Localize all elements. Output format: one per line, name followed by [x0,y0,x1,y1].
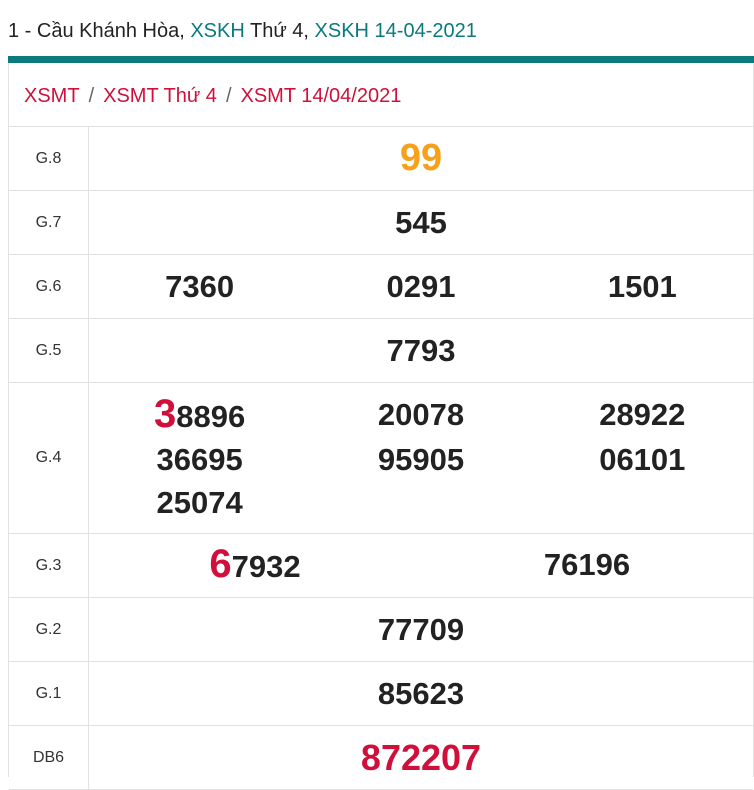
breadcrumb-xsmt-date[interactable]: XSMT 14/04/2021 [240,85,402,107]
prize-number: 25074 [156,484,243,520]
prize-number: 85623 [377,676,465,711]
prize-number: 77709 [377,612,465,647]
prize-number: 06101 [599,441,686,477]
prize-lead-digit: 6 [209,542,232,586]
prize-number: 1501 [607,269,677,304]
prize-label: G.6 [9,254,89,319]
prize-number: 28922 [599,396,686,432]
prize-label: G.3 [9,533,89,598]
prize-number: 76196 [543,547,631,582]
heading-text: 1 - Cầu Khánh Hòa, [8,20,191,42]
prize-label: G.2 [9,597,89,662]
prize-row-g2: G.2 77709 [9,597,753,662]
prize-row-g6: G.6 7360 0291 1501 [9,254,753,319]
prize-number: 7360 [165,269,235,304]
prize-number: 38896 [89,391,310,438]
prize-row-g7: G.7 545 [9,190,753,255]
breadcrumb-xsmt[interactable]: XSMT [24,85,80,107]
prize-label: G.5 [9,318,89,383]
prize-row-g8: G.8 99 [9,127,753,191]
breadcrumb: XSMT / XSMT Thứ 4 / XSMT 14/04/2021 [9,63,753,127]
prize-row-g4: G.4 38896 20078 28922 36695 95905 06101 2507… [9,382,753,534]
prize-label: G.7 [9,190,89,255]
prize-rest-digits: 7932 [231,549,301,584]
prize-row-g5: G.5 7793 [9,318,753,383]
prize-row-g3: G.3 67932 76196 [9,533,753,598]
breadcrumb-xsmt-thu4[interactable]: XSMT Thứ 4 [103,85,217,107]
prize-row-db: DB6 872207 [9,725,753,790]
prize-label: DB6 [9,725,89,790]
prize-number: 99 [399,137,443,179]
xskh-date-link[interactable]: XSKH 14-04-2021 [314,20,477,42]
prize-label: G.1 [9,661,89,726]
results-box: XSMT / XSMT Thứ 4 / XSMT 14/04/2021 G.8 99 G.… [8,63,754,790]
results-table: G.8 99 G.7 545 G.6 7360 0291 1501 G.5 7793 G.4… [9,127,753,790]
prize-lead-digit: 3 [154,391,177,436]
prize-number: 7793 [386,333,456,368]
special-prize-number: 872207 [360,737,482,778]
prize-number: 95905 [377,441,465,477]
xskh-link[interactable]: XSKH [190,20,245,42]
prize-number: 20078 [377,396,465,432]
prize-label: G.4 [9,382,89,534]
prize-label: G.8 [9,127,89,191]
prize-number: 545 [395,205,447,240]
breadcrumb-separator: / [88,85,95,107]
page-heading: 1 - Cầu Khánh Hòa, XSKH Thứ 4, XSKH 14-0… [8,20,477,43]
heading-text-mid: Thứ 4, [244,20,315,42]
prize-row-g1: G.1 85623 [9,661,753,726]
prize-rest-digits: 8896 [176,398,246,434]
prize-number: 67932 [89,543,421,588]
prize-number: 36695 [156,441,243,477]
prize-number: 0291 [386,269,456,304]
header-divider [8,56,754,63]
breadcrumb-separator: / [225,85,232,107]
